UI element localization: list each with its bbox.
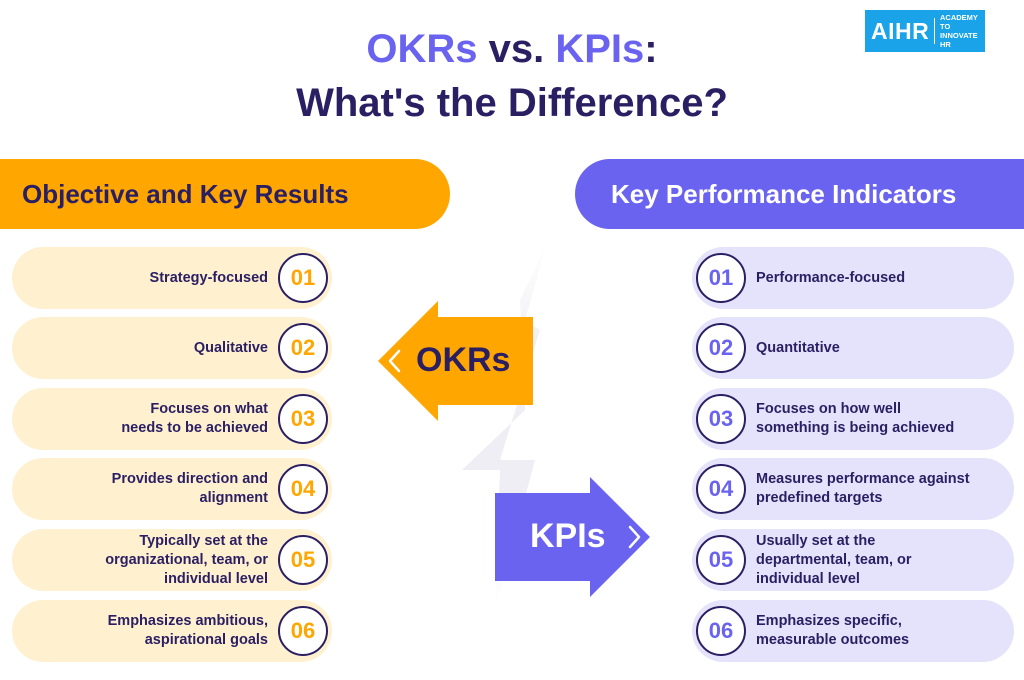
kpi-item-text-line: predefined targets <box>756 490 883 506</box>
kpi-item-text-line: measurable outcomes <box>756 632 910 648</box>
title-colon: : <box>644 27 658 71</box>
kpi-item-text: Measures performance against predefined t… <box>756 470 970 508</box>
okr-arrow-chevron-icon <box>388 349 401 373</box>
kpi-item-number: 05 <box>696 535 746 585</box>
title-line-2: What's the Difference? <box>296 81 728 125</box>
title-vs: vs. <box>477 27 556 71</box>
kpi-heading-band: Key Performance Indicators <box>575 159 1024 229</box>
kpi-item-number: 04 <box>696 464 746 514</box>
title-okrs: OKRs <box>366 27 478 71</box>
okr-item-number: 02 <box>278 323 328 373</box>
kpi-item-text: Focuses on how well something is being ac… <box>756 400 954 438</box>
okr-item-text: Qualitative <box>194 339 268 358</box>
okr-item-text-line: Provides direction and <box>111 471 268 487</box>
logo-subtext: ACADEMY TO INNOVATE HR <box>940 13 979 49</box>
kpi-item-02: 02 Quantitative <box>692 317 1014 379</box>
kpi-item-04: 04 Measures performance against predefined… <box>692 458 1014 520</box>
kpi-item-number: 02 <box>696 323 746 373</box>
kpi-item-text-line: Usually set at the <box>756 532 876 549</box>
title-kpis: KPIs <box>555 27 645 71</box>
okr-item-text-line: Typically set at the <box>139 532 268 549</box>
kpi-arrow-label: KPIs <box>530 517 606 555</box>
kpi-arrow-shape <box>495 477 650 597</box>
okr-item-text-line: Qualitative <box>193 339 268 356</box>
kpi-item-number: 06 <box>696 606 746 656</box>
okr-item-number: 03 <box>278 394 328 444</box>
okr-item-text: Emphasizes ambitious, aspirational goals <box>108 612 268 650</box>
kpi-item-text-line: Emphasizes specific, <box>756 613 902 629</box>
kpi-item-number: 01 <box>696 253 746 303</box>
okr-item-06: Emphasizes ambitious, aspirational goals 0… <box>12 600 332 662</box>
okr-item-text-line: Strategy-focused <box>149 269 268 286</box>
kpi-item-01: 01 Performance-focused <box>692 247 1014 309</box>
okr-item-text-line: individual level <box>164 570 268 587</box>
kpi-arrow-chevron-icon <box>628 525 641 549</box>
okr-item-text-line: aspirational goals <box>144 632 268 648</box>
okr-item-text-line: alignment <box>199 490 268 506</box>
kpi-item-text-line: individual level <box>756 570 860 587</box>
kpi-item-06: 06 Emphasizes specific, measurable outcome… <box>692 600 1014 662</box>
okr-item-01: Strategy-focused 01 <box>12 247 332 309</box>
kpi-item-03: 03 Focuses on how well something is being … <box>692 388 1014 450</box>
okr-item-number: 04 <box>278 464 328 514</box>
kpi-item-number: 03 <box>696 394 746 444</box>
kpi-item-05: 05 Usually set at the departmental, team, … <box>692 529 1014 591</box>
okr-item-05: Typically set at the organizational, team… <box>12 529 332 591</box>
logo-sub-line-1: ACADEMY TO <box>940 13 978 31</box>
okr-heading-band: Objective and Key Results <box>0 159 450 229</box>
okr-item-text: Provides direction and alignment <box>112 470 268 508</box>
kpi-item-text-line: Performance-focused <box>756 269 906 286</box>
aihr-logo: AIHR ACADEMY TO INNOVATE HR <box>865 10 985 52</box>
kpi-heading: Key Performance Indicators <box>611 178 957 209</box>
logo-main-text: AIHR <box>871 17 930 44</box>
okr-item-text: Typically set at the organizational, team… <box>105 532 268 589</box>
okr-item-03: Focuses on what needs to be achieved 03 <box>12 388 332 450</box>
okr-item-text: Strategy-focused <box>150 269 268 288</box>
kpi-item-text-line: Quantitative <box>756 339 840 356</box>
okr-heading: Objective and Key Results <box>22 178 349 209</box>
okr-item-text-line: Emphasizes ambitious, <box>107 613 268 629</box>
kpi-item-text-line: departmental, team, or <box>756 551 912 568</box>
kpi-item-text: Usually set at the departmental, team, or… <box>756 532 912 589</box>
okr-item-text-line: needs to be achieved <box>121 420 268 436</box>
okr-arrow-shape <box>378 301 533 421</box>
kpi-item-text-line: something is being achieved <box>756 420 955 436</box>
logo-divider <box>934 18 935 44</box>
okr-arrow-label: OKRs <box>416 341 511 379</box>
logo-sub-line-2: INNOVATE HR <box>940 31 978 49</box>
okr-item-04: Provides direction and alignment 04 <box>12 458 332 520</box>
okr-item-text-line: organizational, team, or <box>105 551 268 568</box>
title-line-1: OKRs vs. KPIs: <box>0 22 1024 76</box>
okr-item-number: 06 <box>278 606 328 656</box>
okr-item-number: 01 <box>278 253 328 303</box>
okr-item-text: Focuses on what needs to be achieved <box>121 400 268 438</box>
kpi-item-text: Emphasizes specific, measurable outcomes <box>756 612 909 650</box>
kpi-item-text: Performance-focused <box>756 269 905 288</box>
okr-item-number: 05 <box>278 535 328 585</box>
okr-item-02: Qualitative 02 <box>12 317 332 379</box>
okr-item-text-line: Focuses on what <box>150 401 268 417</box>
kpi-item-text-line: Focuses on how well <box>756 401 902 417</box>
page-title: OKRs vs. KPIs: What's the Difference? <box>0 22 1024 130</box>
kpi-item-text: Quantitative <box>756 339 840 358</box>
kpi-item-text-line: Measures performance against <box>756 471 970 487</box>
